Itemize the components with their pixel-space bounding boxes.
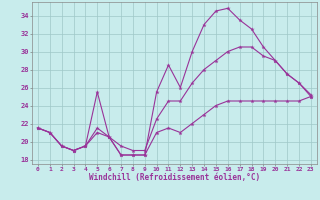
X-axis label: Windchill (Refroidissement éolien,°C): Windchill (Refroidissement éolien,°C): [89, 173, 260, 182]
